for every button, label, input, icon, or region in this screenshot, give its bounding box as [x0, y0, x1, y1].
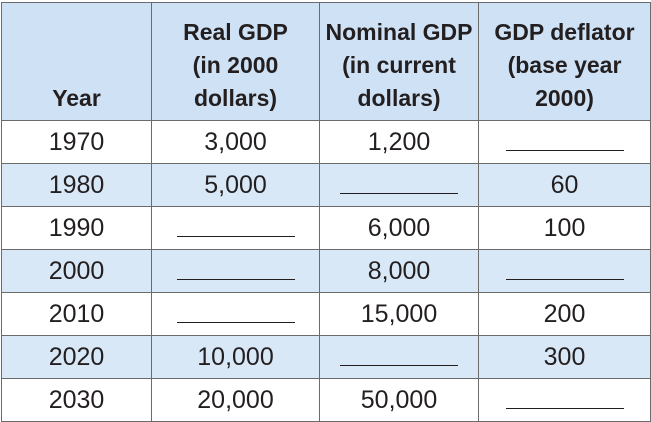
blank-line	[505, 263, 624, 281]
gdp-deflator-cell: 200	[478, 292, 651, 336]
table-row: 2020 10,000 300	[1, 335, 651, 379]
cell-value: 300	[543, 342, 586, 371]
cell-value: 1990	[48, 213, 105, 242]
cell-value: 60	[550, 170, 579, 199]
table-row: 2000 8,000	[1, 249, 651, 293]
blank-line	[176, 220, 295, 238]
year-cell: 1990	[1, 206, 152, 250]
gdp-deflator-cell: 300	[478, 335, 651, 379]
blank-line	[176, 306, 295, 324]
real-gdp-cell	[151, 292, 320, 336]
gdp-deflator-cell: 60	[478, 163, 651, 207]
cell-value: 2010	[48, 299, 105, 328]
header-nominal-gdp-line2: (in current	[342, 52, 456, 78]
header-gdp-deflator: GDP deflator (base year 2000)	[478, 2, 651, 121]
header-row: Year Real GDP (in 2000 dollars) Nominal …	[1, 2, 651, 121]
cell-value: 8,000	[367, 256, 431, 285]
header-nominal-gdp-line3: dollars)	[357, 85, 441, 111]
header-nominal-gdp: Nominal GDP (in current dollars)	[319, 2, 479, 121]
nominal-gdp-cell	[319, 335, 479, 379]
nominal-gdp-cell: 6,000	[319, 206, 479, 250]
header-real-gdp-line3: dollars)	[193, 85, 278, 111]
year-cell: 2030	[1, 378, 152, 422]
table-row: 2030 20,000 50,000	[1, 378, 651, 422]
real-gdp-cell: 10,000	[151, 335, 320, 379]
table-row: 1970 3,000 1,200	[1, 120, 651, 164]
nominal-gdp-cell: 1,200	[319, 120, 479, 164]
real-gdp-cell: 20,000	[151, 378, 320, 422]
cell-value: 10,000	[197, 342, 274, 371]
gdp-deflator-cell: 100	[478, 206, 651, 250]
header-gdp-deflator-line3: 2000)	[535, 85, 594, 111]
blank-line	[340, 349, 458, 367]
gdp-deflator-cell	[478, 378, 651, 422]
cell-value: 100	[543, 213, 586, 242]
header-gdp-deflator-line2: (base year	[507, 52, 622, 78]
blank-line	[340, 177, 458, 195]
cell-value: 200	[543, 299, 586, 328]
gdp-deflator-cell	[478, 249, 651, 293]
real-gdp-cell	[151, 206, 320, 250]
cell-value: 3,000	[204, 127, 267, 156]
blank-line	[505, 392, 624, 410]
header-real-gdp: Real GDP (in 2000 dollars)	[151, 2, 320, 121]
table-body: 1970 3,000 1,200 1980 5,000 60 1990 6,000 100 200…	[1, 120, 651, 422]
table-row: 1980 5,000 60	[1, 163, 651, 207]
cell-value: 20,000	[197, 385, 274, 414]
year-cell: 2000	[1, 249, 152, 293]
header-real-gdp-line2: (in 2000	[192, 52, 279, 78]
nominal-gdp-cell: 15,000	[319, 292, 479, 336]
header-year-line: Year	[52, 85, 101, 111]
header-gdp-deflator-line1: GDP deflator	[494, 19, 635, 45]
cell-value: 2020	[48, 342, 105, 371]
cell-value: 1970	[48, 127, 105, 156]
header-real-gdp-line1: Real GDP	[183, 19, 288, 45]
nominal-gdp-cell: 8,000	[319, 249, 479, 293]
year-cell: 1980	[1, 163, 152, 207]
gdp-deflator-cell	[478, 120, 651, 164]
cell-value: 5,000	[204, 170, 267, 199]
cell-value: 6,000	[367, 213, 431, 242]
cell-value: 1980	[48, 170, 105, 199]
nominal-gdp-cell: 50,000	[319, 378, 479, 422]
table-row: 1990 6,000 100	[1, 206, 651, 250]
year-cell: 2010	[1, 292, 152, 336]
header-nominal-gdp-line1: Nominal GDP	[325, 19, 473, 45]
year-cell: 1970	[1, 120, 152, 164]
cell-value: 1,200	[367, 127, 431, 156]
year-cell: 2020	[1, 335, 152, 379]
real-gdp-cell: 3,000	[151, 120, 320, 164]
cell-value: 15,000	[360, 299, 438, 328]
header-year: Year	[1, 2, 152, 121]
cell-value: 2030	[48, 385, 105, 414]
blank-line	[505, 134, 624, 152]
nominal-gdp-cell	[319, 163, 479, 207]
blank-line	[176, 263, 295, 281]
table-row: 2010 15,000 200	[1, 292, 651, 336]
cell-value: 2000	[48, 256, 105, 285]
real-gdp-cell: 5,000	[151, 163, 320, 207]
cell-value: 50,000	[360, 385, 438, 414]
real-gdp-cell	[151, 249, 320, 293]
